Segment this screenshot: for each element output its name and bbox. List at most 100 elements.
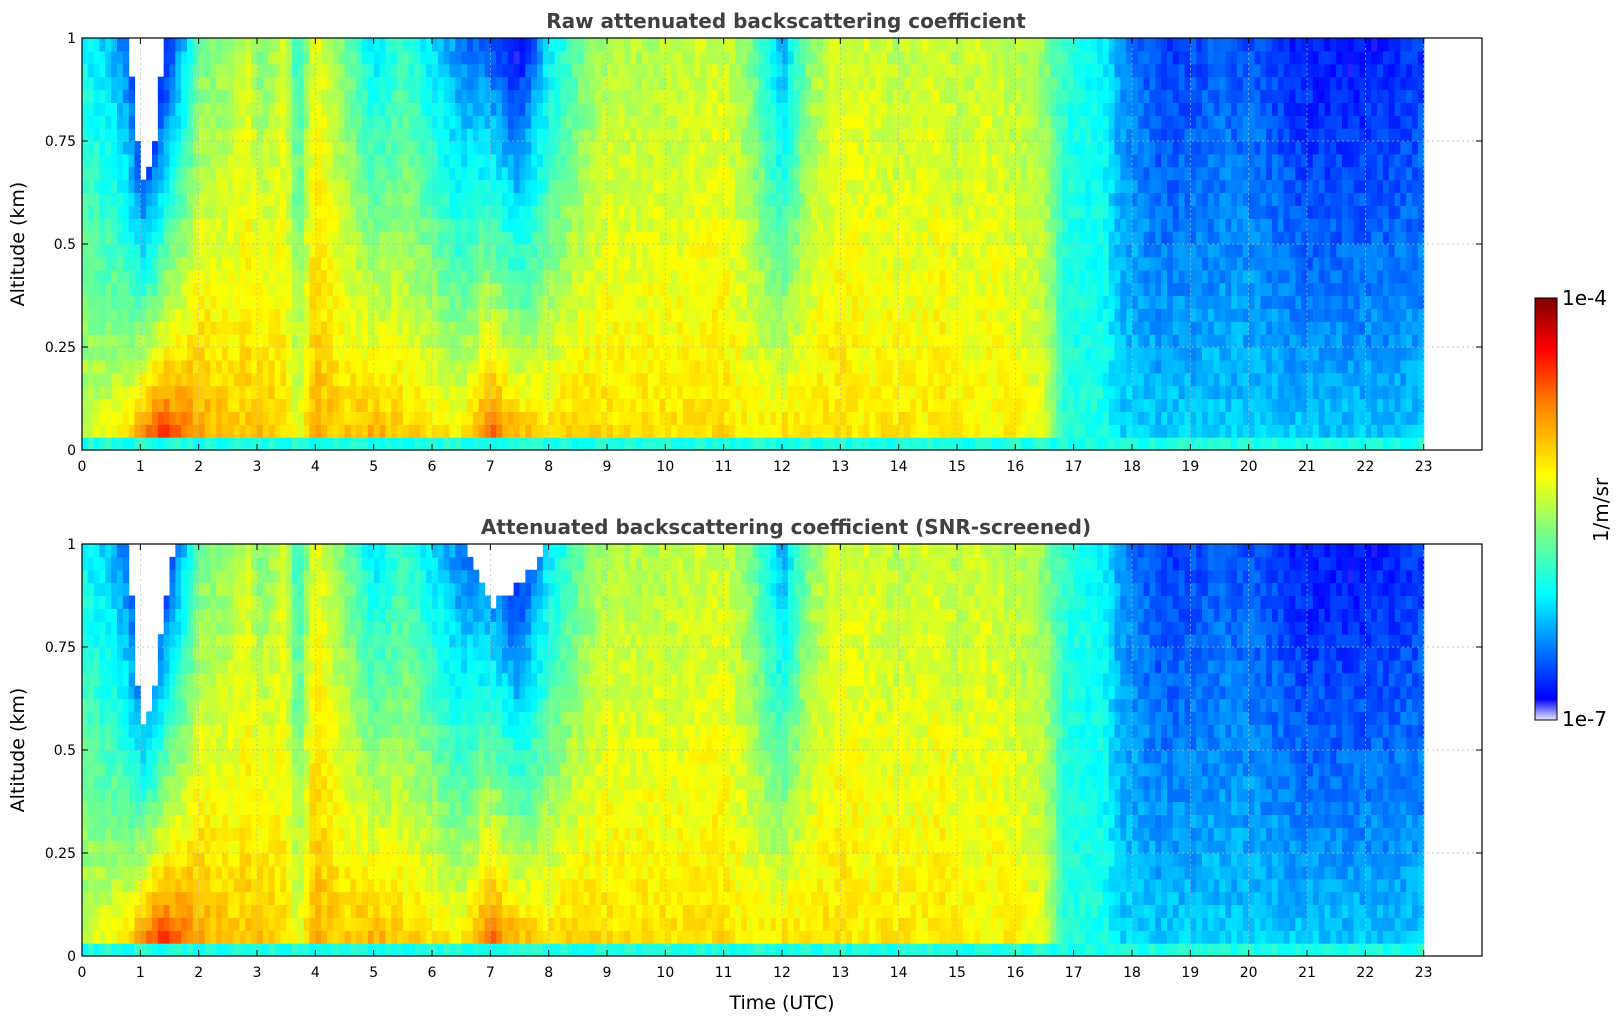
heatmap-cell (595, 256, 602, 271)
heatmap-cell (892, 295, 900, 309)
heatmap-cell (397, 89, 404, 103)
heatmap-cell (881, 166, 888, 181)
heatmap-cell (198, 424, 206, 438)
heatmap-cell (671, 411, 678, 425)
heatmap-cell (367, 231, 375, 245)
heatmap-cell (472, 269, 480, 284)
heatmap-cell (962, 50, 970, 65)
heatmap-cell (694, 244, 701, 258)
heatmap-cell (216, 424, 223, 438)
heatmap-cell (111, 424, 118, 438)
heatmap-cell (892, 102, 900, 116)
heatmap-cell (152, 385, 159, 400)
heatmap-cell (321, 89, 328, 103)
heatmap-cell (472, 411, 480, 425)
heatmap-cell (82, 372, 89, 387)
heatmap-cell (747, 231, 754, 245)
heatmap-cell (472, 385, 480, 400)
heatmap-cell (875, 321, 882, 335)
heatmap-cell (665, 308, 672, 322)
heatmap-cell (379, 205, 386, 219)
heatmap-cell (741, 295, 748, 309)
heatmap-cell (992, 282, 999, 297)
heatmap-cell (758, 256, 766, 271)
heatmap-cell (986, 166, 993, 181)
heatmap-cell (764, 359, 771, 374)
heatmap-cell (140, 437, 147, 451)
heatmap-cell (554, 115, 561, 129)
heatmap-cell (758, 153, 766, 168)
heatmap-cell (356, 102, 363, 116)
heatmap-cell (916, 128, 923, 142)
heatmap-cell (519, 179, 526, 194)
heatmap-cell (647, 398, 655, 412)
heatmap-cell (507, 321, 515, 335)
heatmap-cell (776, 205, 783, 219)
heatmap-cell (712, 141, 719, 155)
heatmap-cell (432, 128, 439, 142)
heatmap-cell (117, 282, 124, 297)
heatmap-cell (367, 166, 375, 181)
heatmap-cell (286, 347, 293, 361)
heatmap-cell (840, 424, 847, 438)
heatmap-cell (957, 102, 964, 116)
heatmap-cell (957, 308, 964, 322)
heatmap-cell (951, 153, 958, 168)
heatmap-cell (980, 50, 987, 65)
heatmap-cell (93, 115, 101, 129)
heatmap-cell (338, 153, 346, 168)
heatmap-cell (87, 115, 95, 129)
heatmap-cell (694, 218, 701, 232)
heatmap-cell (175, 308, 182, 322)
heatmap-cell (595, 437, 602, 451)
heatmap-cell (122, 321, 130, 335)
heatmap-cell (502, 141, 509, 155)
heatmap-cell (852, 334, 859, 348)
heatmap-cell (379, 50, 386, 65)
heatmap-cell (426, 347, 433, 361)
heatmap-cell (274, 244, 281, 258)
heatmap-cell (846, 38, 853, 52)
heatmap-cell (198, 192, 206, 206)
heatmap-cell (385, 50, 392, 65)
heatmap-cell (723, 437, 731, 451)
heatmap-cell (793, 38, 801, 52)
heatmap-cell (426, 411, 433, 425)
heatmap-cell (169, 256, 176, 271)
heatmap-cell (437, 398, 445, 412)
heatmap-cell (432, 282, 439, 297)
heatmap-cell (146, 231, 153, 245)
heatmap-cell (554, 192, 561, 206)
heatmap-cell (572, 244, 579, 258)
heatmap-cell (554, 38, 561, 52)
heatmap-cell (432, 89, 439, 103)
heatmap-cell (560, 102, 567, 116)
heatmap-cell (239, 141, 246, 155)
heatmap-cell (443, 153, 451, 168)
heatmap-cell (344, 153, 351, 168)
heatmap-cell (362, 63, 369, 78)
heatmap-cell (572, 308, 579, 322)
heatmap-cell (770, 102, 777, 116)
heatmap-cell (986, 334, 993, 348)
heatmap-cell (152, 244, 159, 258)
heatmap-cell (531, 153, 538, 168)
heatmap-cell (152, 282, 159, 297)
heatmap-cell (408, 192, 416, 206)
heatmap-cell (490, 308, 497, 322)
heatmap-cell (636, 282, 643, 297)
heatmap-cell (169, 115, 176, 129)
heatmap-cell (986, 231, 993, 245)
heatmap-cell (350, 63, 357, 78)
heatmap-cell (152, 334, 159, 348)
heatmap-cell (443, 115, 451, 129)
heatmap-cell (344, 141, 351, 155)
heatmap-cell (992, 192, 999, 206)
heatmap-cell (618, 89, 626, 103)
heatmap-cell (105, 244, 112, 258)
heatmap-cell (117, 128, 124, 142)
heatmap-cell (192, 424, 200, 438)
heatmap-cell (548, 282, 556, 297)
heatmap-cell (589, 192, 596, 206)
heatmap-cell (210, 102, 217, 116)
